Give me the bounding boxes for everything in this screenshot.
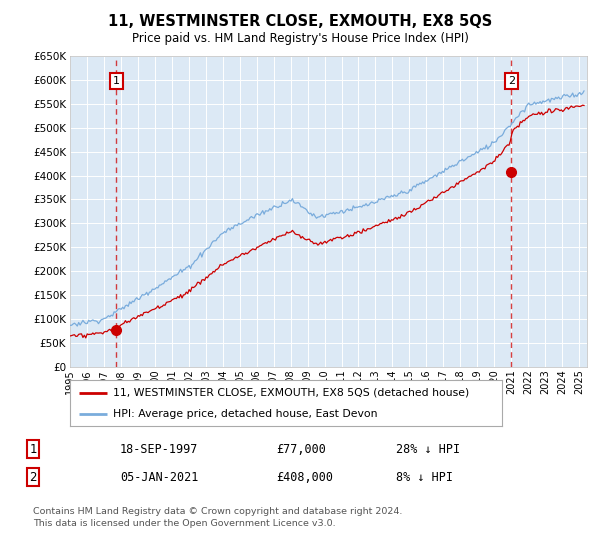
Text: £408,000: £408,000 <box>276 470 333 484</box>
Text: 11, WESTMINSTER CLOSE, EXMOUTH, EX8 5QS: 11, WESTMINSTER CLOSE, EXMOUTH, EX8 5QS <box>108 14 492 29</box>
Text: 28% ↓ HPI: 28% ↓ HPI <box>396 442 460 456</box>
Text: 1: 1 <box>113 76 120 86</box>
Text: £77,000: £77,000 <box>276 442 326 456</box>
Text: 1: 1 <box>29 442 37 456</box>
Text: Price paid vs. HM Land Registry's House Price Index (HPI): Price paid vs. HM Land Registry's House … <box>131 32 469 45</box>
Text: 05-JAN-2021: 05-JAN-2021 <box>120 470 199 484</box>
Text: 18-SEP-1997: 18-SEP-1997 <box>120 442 199 456</box>
Text: 2: 2 <box>29 470 37 484</box>
Text: HPI: Average price, detached house, East Devon: HPI: Average price, detached house, East… <box>113 409 378 419</box>
Text: Contains HM Land Registry data © Crown copyright and database right 2024.
This d: Contains HM Land Registry data © Crown c… <box>33 507 403 528</box>
Text: 8% ↓ HPI: 8% ↓ HPI <box>396 470 453 484</box>
Text: 2: 2 <box>508 76 515 86</box>
Text: 11, WESTMINSTER CLOSE, EXMOUTH, EX8 5QS (detached house): 11, WESTMINSTER CLOSE, EXMOUTH, EX8 5QS … <box>113 388 470 398</box>
